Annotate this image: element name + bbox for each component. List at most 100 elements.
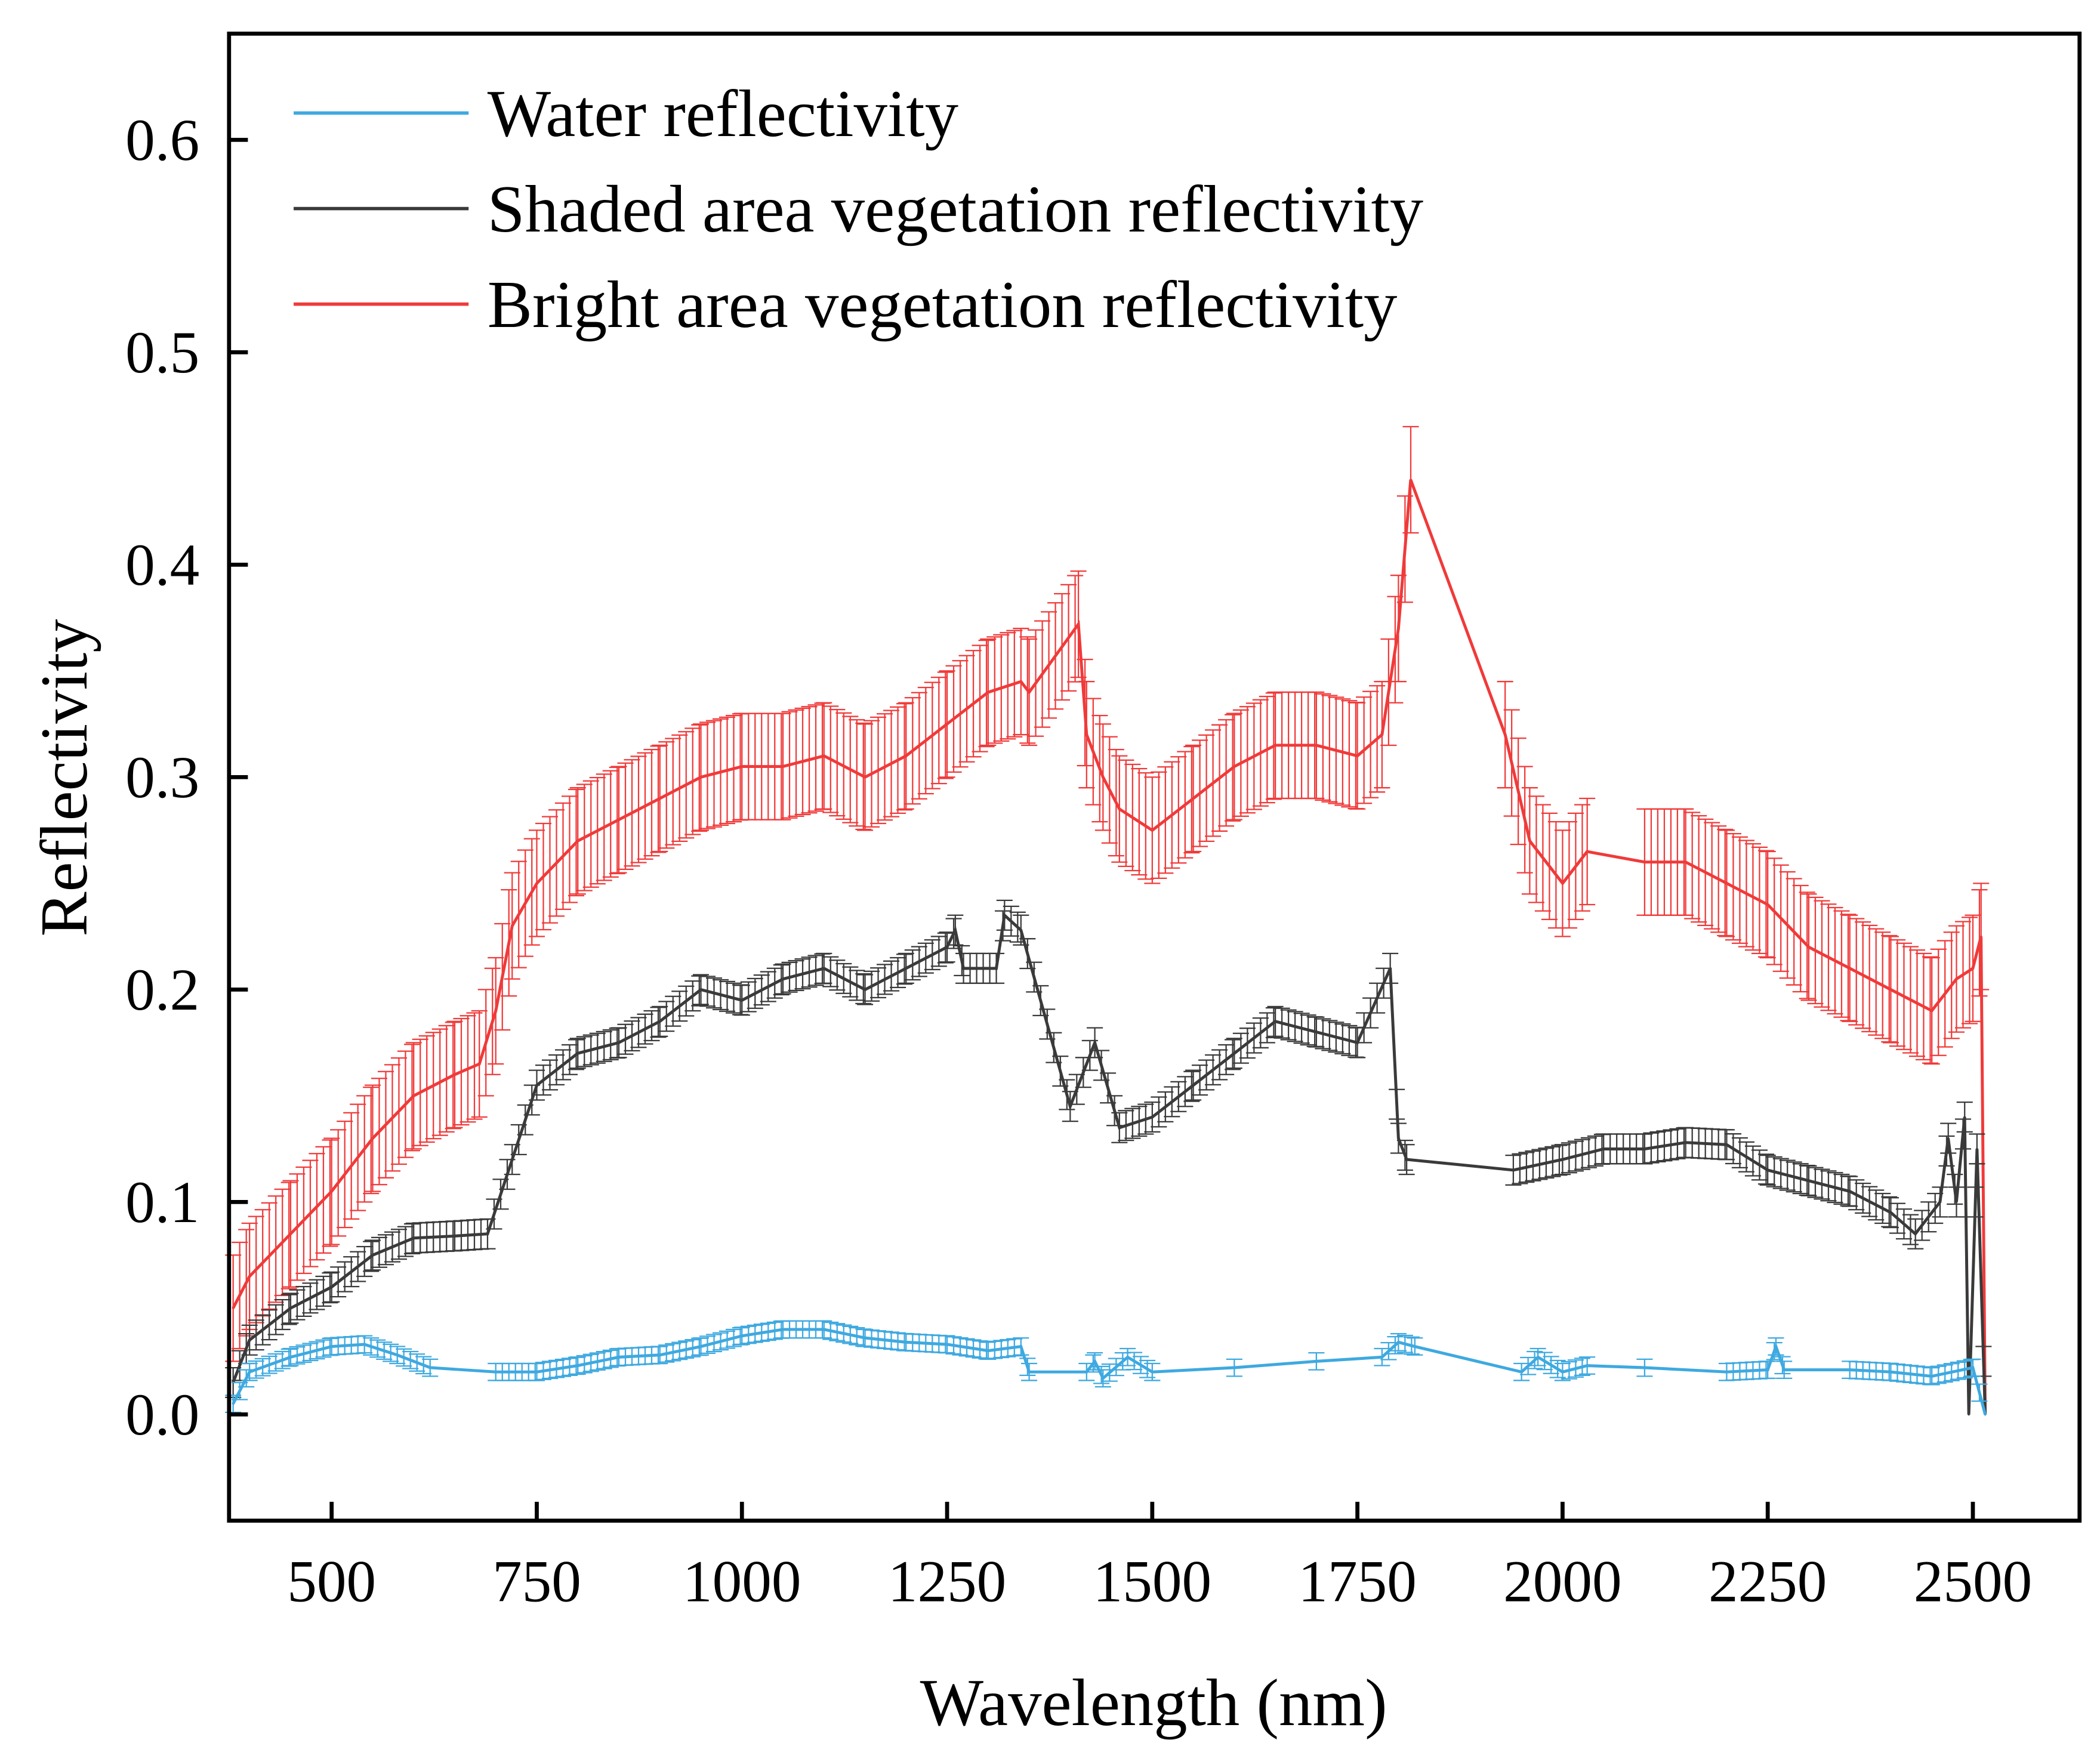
data-point [371,1254,374,1257]
data-point [864,776,866,779]
data-point [232,1307,235,1310]
data-point [1783,1368,1786,1371]
data-point [905,1341,908,1344]
ticks-layer: 500 750 1000 1250 1500 1750 2000 2250 2500 0.0 0.1… [125,108,2032,1615]
data-point [1848,1190,1851,1193]
data-point [822,1328,825,1331]
data-point [1192,1084,1195,1087]
data-point [494,1371,497,1374]
data-point [1086,1371,1088,1374]
data-point [1775,1345,1777,1348]
y-axis-label: Reflectivity [27,619,101,936]
data-point [1192,797,1195,800]
data-point [1118,1126,1121,1129]
data-point [289,1232,292,1235]
data-point [1520,1371,1523,1374]
data-point [1126,1356,1129,1359]
data-point [248,1338,251,1341]
data-point [330,1190,333,1193]
data-point [1093,1041,1096,1044]
data-point [1028,691,1031,693]
y-tick-label: 0.1 [125,1170,199,1235]
data-point [1602,1147,1605,1150]
data-point [658,797,661,800]
data-point [987,691,989,693]
data-point [1405,1158,1408,1161]
data-point [1381,733,1383,736]
data-point [1561,1158,1564,1161]
data-point [1151,1371,1154,1374]
x-tick-label: 500 [287,1550,376,1615]
data-point [1939,1201,1941,1204]
data-point [1315,744,1318,746]
data-point [248,1275,251,1278]
data-point [1725,1371,1728,1374]
data-point [1889,1371,1892,1374]
x-tick-label: 750 [492,1550,581,1615]
y-tick-label: 0.4 [125,533,199,598]
data-point [1889,1211,1892,1214]
data-point [1118,807,1121,810]
legend-label: Bright area vegetation reflectivity [488,268,1398,342]
data-point [1315,1360,1318,1363]
data-point [905,754,908,757]
data-point [658,1353,661,1356]
data-point [1151,829,1154,832]
x-tick-label: 1500 [1093,1550,1211,1615]
data-point [987,1349,989,1352]
series-2 [225,425,1990,1416]
x-tick-label: 1000 [683,1550,801,1615]
data-point [1512,1169,1515,1171]
legend: Water reflectivity Shaded area vegetation… [294,77,1423,342]
data-point [511,1158,514,1161]
data-point [576,1052,579,1054]
data-point [1077,623,1080,625]
data-point [1537,1356,1539,1359]
data-point [1003,914,1006,917]
x-tick-label: 2000 [1503,1550,1621,1615]
data-point [1093,1360,1096,1363]
data-point [1397,1137,1400,1140]
data-point [371,1137,374,1140]
data-point [1586,850,1589,853]
data-point [454,1235,456,1238]
data-point [1233,765,1236,768]
data-point [1848,1368,1851,1371]
data-point [1684,1141,1687,1144]
x-tick-label: 2250 [1709,1550,1827,1615]
x-axis-label: Wavelength (nm) [920,1666,1387,1740]
data-point [946,1343,948,1346]
data-point [1972,967,1974,970]
data-point [1643,860,1646,863]
data-point [822,754,825,757]
data-point [576,1364,579,1367]
y-tick-label: 0.5 [125,320,199,385]
data-point [1356,1041,1359,1044]
data-point [864,1337,866,1340]
data-point [1643,1147,1646,1150]
data-point [1381,1356,1383,1359]
data-point [330,1345,333,1348]
data-point [782,765,784,768]
data-point [995,967,998,970]
data-point [782,1328,784,1331]
data-point [1020,680,1022,683]
data-point [1561,1371,1564,1374]
data-point [535,1084,538,1087]
data-point [1955,977,1958,980]
data-point [412,1094,415,1097]
legend-label: Shaded area vegetation reflectivity [488,172,1423,246]
data-point [741,765,744,768]
x-tick-label: 1750 [1298,1550,1416,1615]
data-point [1356,754,1359,757]
data-point [1808,946,1810,948]
data-point [1528,840,1531,842]
data-point [1020,1345,1022,1348]
data-point [741,1334,744,1337]
data-point [1315,1031,1318,1033]
data-point [396,1353,399,1356]
series-layer [225,425,1992,1416]
data-point [1274,744,1276,746]
data-point [1102,1377,1105,1380]
data-point [363,1343,366,1346]
